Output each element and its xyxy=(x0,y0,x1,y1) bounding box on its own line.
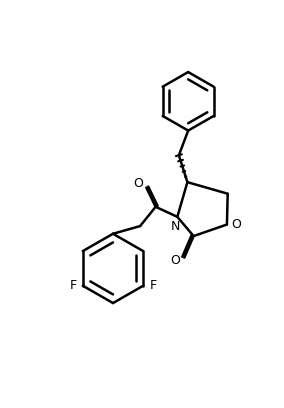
Text: O: O xyxy=(231,218,241,231)
Text: F: F xyxy=(149,279,156,292)
Text: F: F xyxy=(70,279,77,292)
Text: O: O xyxy=(170,254,180,267)
Text: N: N xyxy=(171,220,180,233)
Text: O: O xyxy=(134,177,143,190)
